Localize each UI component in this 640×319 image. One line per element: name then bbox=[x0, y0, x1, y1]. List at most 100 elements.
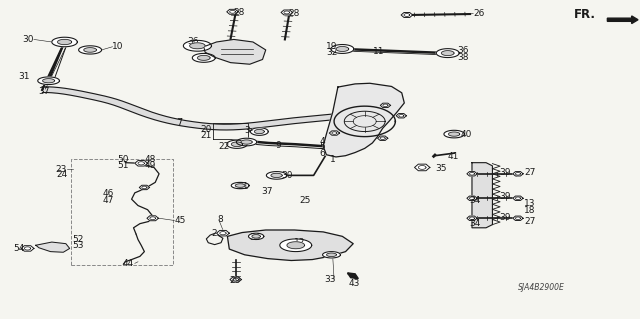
Polygon shape bbox=[227, 140, 247, 148]
Text: 7: 7 bbox=[177, 118, 182, 128]
Polygon shape bbox=[42, 87, 353, 130]
Polygon shape bbox=[231, 182, 249, 189]
Polygon shape bbox=[236, 138, 257, 146]
Polygon shape bbox=[184, 41, 211, 51]
Text: 46: 46 bbox=[103, 189, 115, 198]
Polygon shape bbox=[348, 273, 358, 278]
Polygon shape bbox=[21, 246, 34, 251]
Text: 33: 33 bbox=[324, 275, 336, 284]
Text: 28: 28 bbox=[233, 8, 244, 17]
Polygon shape bbox=[38, 77, 60, 85]
Polygon shape bbox=[467, 196, 477, 200]
Text: 31: 31 bbox=[237, 182, 248, 191]
Text: 37: 37 bbox=[261, 187, 273, 196]
Text: 31: 31 bbox=[19, 72, 30, 81]
Polygon shape bbox=[472, 163, 492, 228]
Text: 24: 24 bbox=[56, 170, 67, 179]
Polygon shape bbox=[287, 242, 305, 249]
Polygon shape bbox=[227, 230, 353, 261]
Text: 39: 39 bbox=[499, 213, 510, 222]
Polygon shape bbox=[230, 277, 241, 282]
Polygon shape bbox=[58, 39, 72, 45]
Text: 39: 39 bbox=[499, 168, 510, 177]
Polygon shape bbox=[396, 114, 406, 118]
Text: 19: 19 bbox=[326, 41, 337, 51]
Text: 12: 12 bbox=[294, 238, 305, 247]
Polygon shape bbox=[192, 53, 215, 62]
Polygon shape bbox=[378, 136, 388, 140]
Text: 34: 34 bbox=[470, 219, 481, 228]
Polygon shape bbox=[323, 252, 340, 258]
Text: 39: 39 bbox=[499, 192, 510, 202]
Polygon shape bbox=[227, 9, 238, 14]
Text: 25: 25 bbox=[300, 196, 311, 205]
Text: 5: 5 bbox=[319, 142, 325, 151]
Polygon shape bbox=[467, 172, 477, 176]
Text: 36: 36 bbox=[458, 46, 469, 56]
Polygon shape bbox=[449, 132, 460, 136]
Polygon shape bbox=[380, 103, 390, 108]
Polygon shape bbox=[36, 242, 70, 252]
Polygon shape bbox=[135, 160, 148, 166]
Text: 30: 30 bbox=[282, 171, 293, 180]
Polygon shape bbox=[467, 216, 477, 220]
Text: 27: 27 bbox=[524, 217, 536, 226]
Polygon shape bbox=[280, 239, 312, 252]
Text: 1: 1 bbox=[330, 155, 336, 164]
Polygon shape bbox=[241, 140, 252, 144]
Text: 51: 51 bbox=[117, 161, 129, 170]
Polygon shape bbox=[331, 45, 354, 53]
Polygon shape bbox=[513, 196, 523, 200]
Polygon shape bbox=[442, 51, 454, 56]
Text: 21: 21 bbox=[200, 130, 211, 139]
Polygon shape bbox=[198, 56, 210, 60]
Polygon shape bbox=[607, 16, 638, 24]
Polygon shape bbox=[250, 128, 268, 135]
Polygon shape bbox=[255, 130, 264, 134]
Polygon shape bbox=[444, 130, 465, 138]
Text: 30: 30 bbox=[22, 35, 34, 44]
Polygon shape bbox=[204, 40, 266, 64]
Text: 38: 38 bbox=[458, 53, 469, 62]
Polygon shape bbox=[189, 43, 205, 49]
Text: 28: 28 bbox=[288, 9, 300, 18]
Text: 13: 13 bbox=[524, 199, 536, 208]
Polygon shape bbox=[216, 230, 229, 236]
Text: 35: 35 bbox=[435, 164, 447, 173]
Polygon shape bbox=[140, 185, 150, 190]
Text: 54: 54 bbox=[13, 244, 25, 253]
Polygon shape bbox=[248, 233, 264, 240]
Text: 36: 36 bbox=[187, 38, 198, 47]
Text: SJA4B2900E: SJA4B2900E bbox=[518, 283, 565, 292]
Text: 48: 48 bbox=[145, 155, 156, 164]
Polygon shape bbox=[330, 131, 339, 135]
Text: 23: 23 bbox=[56, 165, 67, 174]
Text: 50: 50 bbox=[117, 155, 129, 164]
Text: 8: 8 bbox=[218, 215, 223, 224]
Text: 2: 2 bbox=[211, 229, 217, 238]
Text: 43: 43 bbox=[349, 279, 360, 288]
Text: 52: 52 bbox=[72, 235, 84, 244]
Polygon shape bbox=[271, 173, 282, 177]
Polygon shape bbox=[415, 164, 430, 171]
Text: 9: 9 bbox=[275, 141, 281, 150]
Text: 27: 27 bbox=[524, 168, 536, 177]
Polygon shape bbox=[84, 48, 97, 52]
Polygon shape bbox=[79, 46, 102, 54]
Polygon shape bbox=[326, 253, 337, 256]
Polygon shape bbox=[336, 47, 349, 51]
Polygon shape bbox=[266, 172, 287, 179]
Polygon shape bbox=[236, 184, 245, 187]
Text: 10: 10 bbox=[113, 42, 124, 51]
Text: 37: 37 bbox=[38, 87, 50, 96]
Text: 44: 44 bbox=[122, 259, 134, 268]
Polygon shape bbox=[513, 216, 523, 220]
Text: 32: 32 bbox=[326, 48, 337, 57]
Text: 6: 6 bbox=[319, 149, 325, 158]
Text: 34: 34 bbox=[470, 196, 481, 205]
Polygon shape bbox=[401, 12, 413, 18]
Text: 45: 45 bbox=[174, 216, 186, 225]
Text: 4: 4 bbox=[319, 137, 325, 145]
Text: 41: 41 bbox=[448, 152, 459, 161]
Text: FR.: FR. bbox=[574, 9, 596, 21]
